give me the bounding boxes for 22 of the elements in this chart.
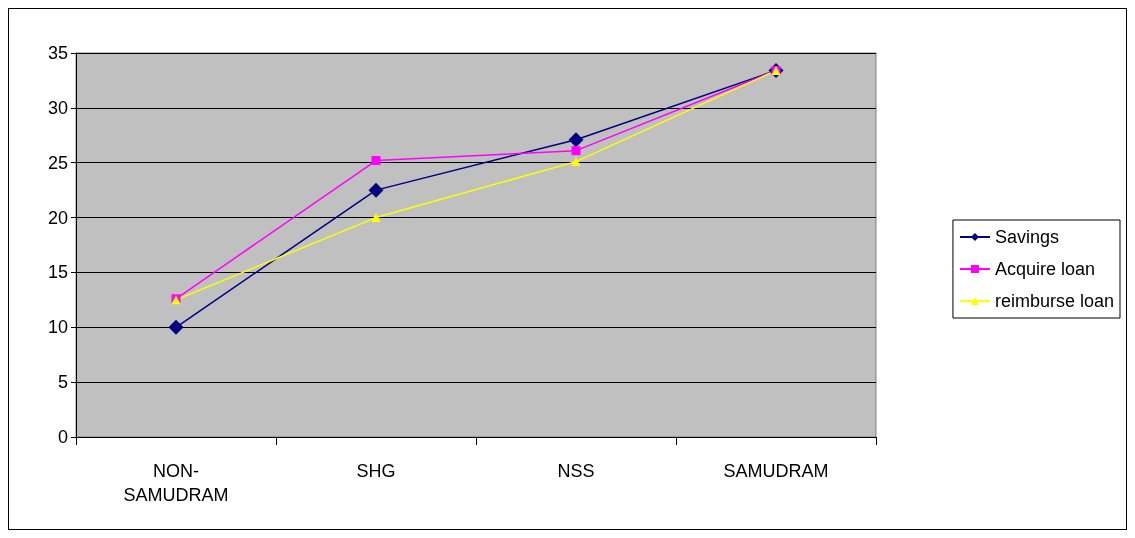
point [571,146,581,156]
x-tick-label: SAMUDRAM [723,461,829,481]
legend-label: reimburse loan [994,291,1115,311]
legend-label: Savings [994,227,1059,247]
point [568,132,584,148]
point [371,156,381,166]
point [168,319,184,335]
y-tick-label: 15 [47,262,68,283]
x-tick-label: NSS [557,461,595,481]
y-tick-label: 35 [47,43,68,63]
y-tick-label: 10 [47,317,68,338]
point [371,213,381,223]
y-tick-label: 25 [47,152,68,173]
legend-label: Acquire loan [994,259,1096,279]
y-tick-label: 30 [47,97,68,118]
point [368,182,384,198]
x-tick-label: SHG [356,461,396,481]
x-tick-label: NON-SAMUDRAM [123,461,229,505]
y-tick-label: 5 [57,372,68,393]
y-tick-label: 20 [47,207,68,228]
y-tick-label: 0 [57,427,68,447]
point [571,157,581,167]
